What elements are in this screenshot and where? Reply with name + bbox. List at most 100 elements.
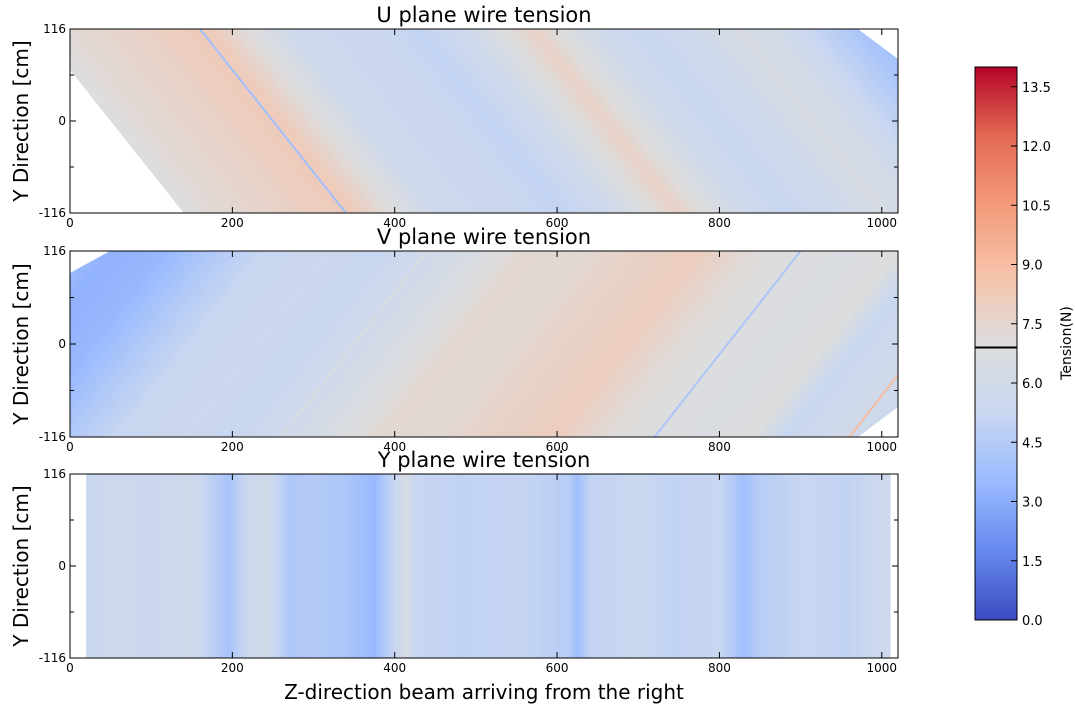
v-plane-heatmap — [0, 251, 898, 437]
wire-band — [792, 29, 898, 162]
wire-band — [854, 381, 898, 437]
wire-band — [407, 29, 560, 213]
wire-band — [824, 344, 898, 437]
wire-band — [144, 29, 297, 213]
u-plane-title: U plane wire tension — [376, 3, 591, 27]
wire-band — [427, 29, 579, 213]
wire-band — [222, 474, 226, 658]
wire-edge-blank — [858, 407, 898, 437]
wire-band — [542, 251, 695, 437]
wire-band — [699, 474, 703, 658]
wire-band — [435, 251, 588, 437]
wire-band — [625, 251, 778, 437]
wire-band — [441, 29, 594, 213]
wire-band — [776, 282, 898, 437]
wire-band — [320, 29, 472, 213]
wire-band — [836, 474, 840, 658]
wire-band — [351, 474, 355, 658]
wire-band — [831, 29, 898, 113]
wire-band — [748, 29, 898, 213]
wire-band — [820, 337, 898, 437]
wire-band — [271, 474, 275, 658]
wire-band — [393, 29, 545, 213]
wire-band — [290, 474, 294, 658]
wire-band — [76, 29, 229, 213]
wire-band — [583, 474, 587, 658]
wire-band — [653, 474, 657, 658]
wire-band — [704, 474, 708, 658]
wire-band — [563, 29, 716, 213]
wire-band — [240, 251, 393, 437]
wire-band — [167, 251, 320, 437]
wire-band — [732, 251, 885, 437]
wire-band — [268, 474, 272, 658]
wire-band — [709, 29, 862, 213]
wire-band — [95, 29, 248, 213]
wire-band — [429, 474, 433, 658]
wire-band — [716, 474, 721, 658]
wire-band — [157, 251, 310, 437]
wire-band — [147, 251, 300, 437]
wire-band — [461, 474, 465, 658]
wire-band — [0, 251, 7, 437]
wire-band — [612, 29, 765, 213]
wire-band — [134, 474, 138, 658]
wire-band — [388, 474, 392, 658]
wire-band — [149, 29, 302, 213]
wire-band — [113, 251, 266, 437]
y-tick-label: -116 — [39, 430, 66, 444]
wire-band — [787, 29, 898, 169]
colorbar-tick-label: 1.5 — [1022, 555, 1043, 570]
wire-band — [592, 474, 596, 658]
wire-band — [108, 251, 261, 437]
x-tick-label: 200 — [221, 661, 244, 675]
x-tick-label: 0 — [66, 440, 74, 454]
y-tick-label: -116 — [39, 651, 66, 665]
wire-band — [151, 474, 156, 658]
wire-band — [201, 251, 354, 437]
wire-band — [811, 474, 815, 658]
wire-band — [552, 251, 704, 437]
wire-band — [441, 474, 445, 658]
wire-band — [130, 29, 282, 213]
wire-band — [449, 474, 453, 658]
wire-band — [617, 474, 621, 658]
wire-band — [831, 474, 835, 658]
wire-band — [600, 251, 753, 437]
wire-band — [127, 474, 131, 658]
wire-band — [334, 474, 338, 658]
wire-band — [724, 474, 728, 658]
y-tick-label: 0 — [58, 114, 66, 128]
wire-band — [415, 251, 568, 437]
wire-band — [859, 387, 898, 437]
wire-band — [746, 474, 750, 658]
wire-band — [770, 474, 774, 658]
wire-band — [624, 474, 628, 658]
wire-band — [809, 474, 813, 658]
wire-band — [844, 368, 898, 437]
wire-band — [285, 29, 438, 213]
wire-band — [673, 251, 826, 437]
wire-band — [781, 288, 898, 437]
wire-band — [471, 474, 475, 658]
wire-band — [610, 251, 763, 437]
wire-band — [670, 474, 674, 658]
wire-band — [261, 29, 414, 213]
wire-band — [698, 251, 851, 437]
wire-band — [191, 251, 344, 437]
wire-band — [469, 251, 622, 437]
wire-band — [256, 29, 409, 213]
wire-band — [641, 29, 794, 213]
wire-band — [276, 29, 428, 213]
wire-band — [553, 474, 557, 658]
wire-band — [527, 474, 531, 658]
wire-band — [483, 474, 487, 658]
wire-band — [785, 294, 898, 437]
wire-band — [738, 474, 742, 658]
wire-band — [782, 29, 898, 175]
wire-band — [264, 474, 268, 658]
wire-band — [317, 474, 321, 658]
wire-band — [176, 474, 180, 658]
wire-band — [865, 474, 869, 658]
